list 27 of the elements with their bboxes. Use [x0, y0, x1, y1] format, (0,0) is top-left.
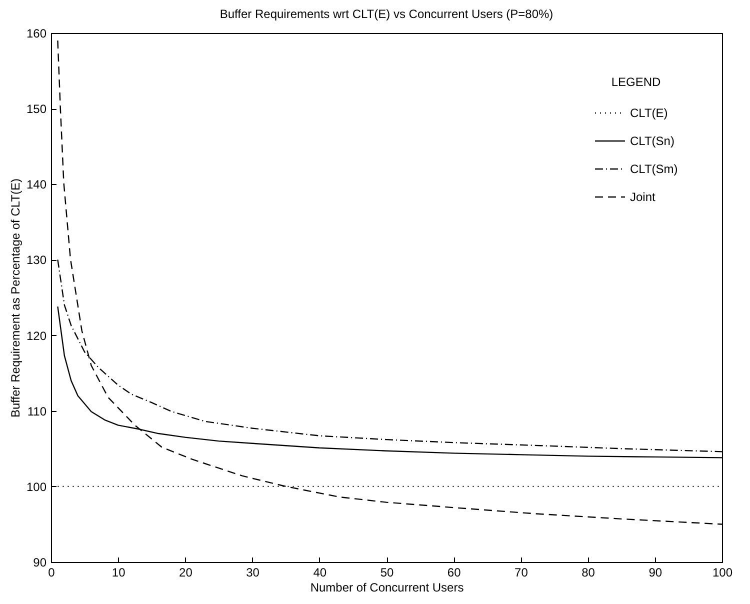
- y-tick-label: 150: [26, 102, 47, 116]
- y-tick-label: 120: [26, 328, 47, 343]
- x-tick-label: 70: [514, 566, 528, 580]
- x-tick-label: 60: [447, 566, 462, 580]
- x-tick-label: 20: [179, 566, 193, 580]
- x-tick-label: 80: [582, 566, 596, 580]
- x-tick-label: 100: [712, 566, 733, 580]
- y-tick-label: 110: [27, 404, 47, 418]
- y-tick-label: 130: [26, 253, 47, 268]
- y-tick-label: 140: [26, 178, 47, 192]
- x-tick-label: 10: [112, 566, 126, 580]
- legend-label: CLT(Sn): [630, 134, 674, 148]
- x-axis-title: Number of Concurrent Users: [310, 580, 464, 594]
- y-axis-title: Buffer Requirement as Percentage of CLT(E): [8, 178, 22, 418]
- y-tick-label: 160: [26, 26, 47, 40]
- x-tick-label: 30: [246, 566, 260, 580]
- x-tick-label: 90: [648, 566, 662, 580]
- chart-title: Buffer Requirements wrt CLT(E) vs Concurrent Users (P=80%): [220, 7, 554, 21]
- x-tick-label: 50: [380, 566, 394, 580]
- x-tick-label: 40: [313, 566, 327, 580]
- legend-label: CLT(Sm): [630, 162, 678, 176]
- legend-label: Joint: [630, 190, 656, 204]
- legend-label: CLT(E): [630, 106, 668, 120]
- x-tick-label: 0: [48, 566, 56, 580]
- y-tick-label: 90: [33, 556, 47, 570]
- legend-title: LEGEND: [611, 75, 661, 89]
- y-tick-label: 100: [26, 480, 47, 494]
